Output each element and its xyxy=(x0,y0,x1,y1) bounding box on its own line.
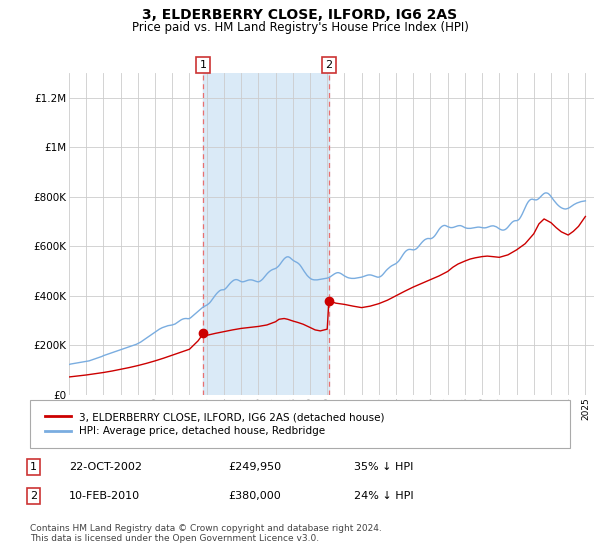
Text: £380,000: £380,000 xyxy=(228,491,281,501)
FancyBboxPatch shape xyxy=(30,400,570,448)
Text: 22-OCT-2002: 22-OCT-2002 xyxy=(69,462,142,472)
Text: 24% ↓ HPI: 24% ↓ HPI xyxy=(354,491,413,501)
Text: £249,950: £249,950 xyxy=(228,462,281,472)
Text: Contains HM Land Registry data © Crown copyright and database right 2024.
This d: Contains HM Land Registry data © Crown c… xyxy=(30,524,382,543)
Bar xyxy=(203,73,329,395)
Text: 2: 2 xyxy=(30,491,37,501)
Legend: 3, ELDERBERRY CLOSE, ILFORD, IG6 2AS (detached house), HPI: Average price, detac: 3, ELDERBERRY CLOSE, ILFORD, IG6 2AS (de… xyxy=(41,408,389,441)
Text: 10-FEB-2010: 10-FEB-2010 xyxy=(69,491,140,501)
Text: 2: 2 xyxy=(325,60,332,70)
Text: 35% ↓ HPI: 35% ↓ HPI xyxy=(354,462,413,472)
Text: Price paid vs. HM Land Registry's House Price Index (HPI): Price paid vs. HM Land Registry's House … xyxy=(131,21,469,34)
Text: 1: 1 xyxy=(30,462,37,472)
Text: 3, ELDERBERRY CLOSE, ILFORD, IG6 2AS: 3, ELDERBERRY CLOSE, ILFORD, IG6 2AS xyxy=(142,8,458,22)
Text: 1: 1 xyxy=(200,60,207,70)
